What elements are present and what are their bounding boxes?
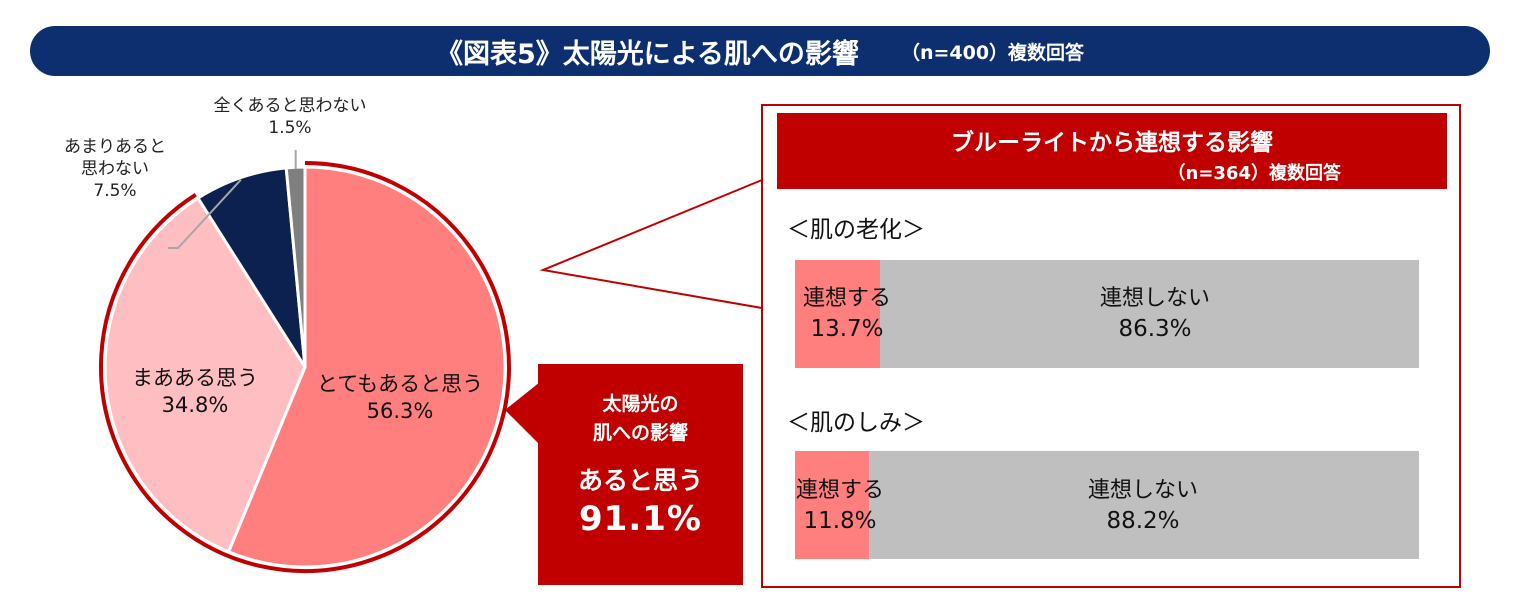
callout-pointer [539,178,763,310]
pie-label-maa-value: 34.8% [161,393,229,418]
bar-spots-yes-fill [795,451,869,559]
pie-label-mattaku: 全くあると思わない 1.5% [185,95,395,139]
pie-label-amari: あまりあると 思わない 7.5% [40,136,190,202]
bar-aging-no-value: 86.3% [1118,315,1192,342]
bar-spots-yes-label: 連想する 11.8% [778,476,902,537]
bar-aging-no-name: 連想しない [1099,286,1210,311]
pie-label-totemo-name: とてもあると思う [316,372,484,396]
verdict-line3: あると思う [577,466,703,495]
verdict-line1: 太陽光の [602,393,679,415]
bar-aging-yes-fill [795,260,881,368]
bar-aging-yes-label: 連想する 13.7% [785,284,909,345]
bar-spots [795,451,1419,559]
sample-note: （n=400）複数回答 [900,41,1085,64]
leader-line-amari [168,178,242,249]
pie-highlight-ring [99,161,511,573]
pie-label-totemo: とてもあると思う 56.3% [300,371,500,426]
callout-header: ブルーライトから連想する影響 （n=364）複数回答 [777,113,1447,189]
pie-label-totemo-value: 56.3% [366,399,434,424]
bar-spots-no-label: 連想しない 88.2% [1048,476,1238,537]
bar-spots-yes-name: 連想する [795,478,884,503]
verdict-pointer [505,382,540,445]
section-title-aging: ＜肌の老化＞ [787,217,925,243]
section-title-spots: ＜肌のしみ＞ [787,410,925,436]
pie-label-amari-line1: あまりあると [64,137,166,157]
bar-aging-yes-value: 13.7% [810,315,884,342]
header-banner: 《図表5》太陽光による肌への影響 （n=400）複数回答 [30,26,1490,76]
page-title: 《図表5》太陽光による肌への影響 [435,38,859,70]
pie-label-maa-name: まあある思う [132,366,258,390]
pie-label-mattaku-value: 1.5% [268,118,312,139]
bar-spots-yes-value: 11.8% [803,507,877,534]
bar-spots-no-value: 88.2% [1106,507,1180,534]
bar-spots-no-name: 連想しない [1087,478,1198,503]
verdict-line2: 肌への影響 [592,421,688,444]
pie-slice-2 [103,196,307,554]
verdict-box: 太陽光の 肌への影響 あると思う 91.1% [538,364,743,585]
pie-label-maa: まあある思う 34.8% [110,365,280,420]
bar-aging-no-label: 連想しない 86.3% [1060,284,1250,345]
verdict-value: 91.1% [579,499,702,539]
pie-chart [99,150,763,573]
bar-aging [795,260,1419,368]
pie-label-mattaku-name: 全くあると思わない [213,96,367,116]
pie-slice-1 [227,165,507,569]
callout-note: （n=364）複数回答 [1167,163,1341,184]
pie-label-amari-line2: 思わない [81,159,149,180]
pie-label-amari-value: 7.5% [93,181,137,202]
callout-frame [761,104,1461,588]
callout-title: ブルーライトから連想する影響 [951,130,1273,156]
bar-aging-yes-name: 連想する [802,286,891,311]
